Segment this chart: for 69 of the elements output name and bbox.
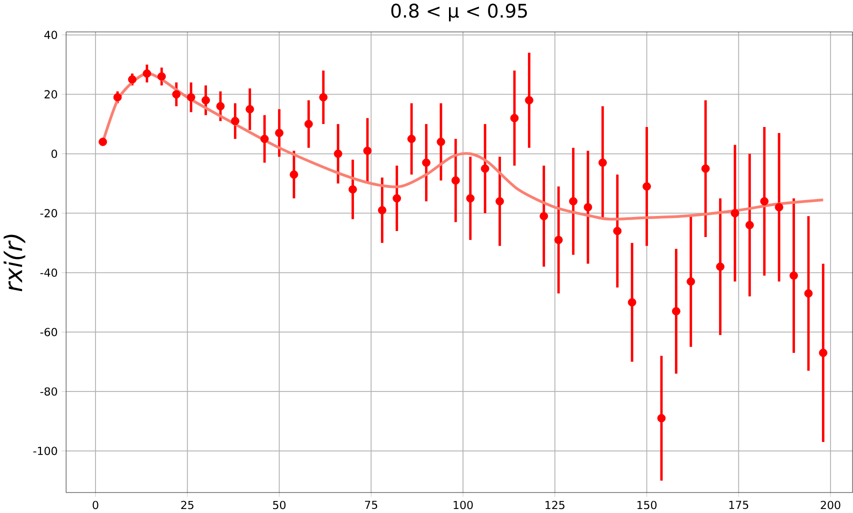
- point: [480, 164, 490, 173]
- point: [540, 212, 548, 220]
- point: [628, 298, 636, 307]
- point: [790, 271, 798, 280]
- point: [142, 69, 152, 78]
- point: [304, 120, 313, 128]
- x-tick-label: 50: [273, 500, 286, 510]
- point: [569, 197, 578, 206]
- point: [157, 72, 166, 81]
- point: [642, 182, 651, 191]
- point: [584, 203, 592, 212]
- y-tick-label: -60: [40, 328, 58, 336]
- y-tick-label: 40: [44, 30, 58, 40]
- x-tick-label: 200: [820, 500, 840, 510]
- point: [334, 150, 342, 158]
- point: [554, 236, 563, 244]
- point: [363, 146, 372, 156]
- x-tick-label: 100: [454, 500, 473, 510]
- point: [422, 158, 430, 167]
- point: [730, 209, 740, 218]
- y-tick-label: 0: [52, 150, 58, 158]
- point: [451, 176, 460, 185]
- point: [128, 75, 136, 84]
- point: [216, 102, 225, 110]
- x-tick-label: 75: [365, 500, 378, 510]
- point: [407, 134, 416, 144]
- x-tick-label: 25: [181, 500, 194, 510]
- point: [348, 185, 357, 194]
- point: [186, 93, 196, 102]
- point: [818, 348, 828, 358]
- point: [701, 164, 710, 173]
- point: [510, 114, 519, 122]
- point: [113, 93, 122, 102]
- point: [672, 307, 680, 316]
- point: [804, 289, 813, 298]
- chart-title: 0.8 < μ < 0.95: [391, 4, 527, 22]
- point: [230, 116, 240, 126]
- y-tick-label: -20: [40, 209, 58, 218]
- x-tick-label: 125: [546, 500, 564, 510]
- y-tick-label: -40: [40, 268, 58, 277]
- point: [613, 226, 622, 236]
- point: [202, 96, 210, 105]
- point: [98, 138, 108, 146]
- point: [760, 197, 769, 206]
- point: [466, 194, 475, 203]
- point: [246, 105, 254, 114]
- y-axis-title: rxi(r): [4, 234, 26, 292]
- point: [319, 93, 328, 102]
- point: [378, 206, 386, 214]
- point: [686, 277, 696, 286]
- point: [496, 197, 504, 206]
- point: [392, 194, 402, 203]
- x-tick-label: 175: [729, 500, 748, 510]
- point: [598, 158, 607, 167]
- x-tick-label: 150: [637, 500, 657, 510]
- y-tick-label: -80: [40, 387, 58, 396]
- point: [716, 262, 724, 271]
- x-tick-label: 0: [92, 500, 98, 510]
- point: [524, 96, 534, 105]
- point: [275, 128, 284, 138]
- y-tick-label: 20: [44, 90, 58, 99]
- point: [260, 134, 269, 144]
- point: [290, 170, 298, 179]
- point: [172, 90, 181, 99]
- point: [657, 414, 666, 422]
- point: [774, 203, 784, 212]
- point: [745, 220, 754, 230]
- point: [436, 138, 446, 146]
- y-tick-label: -100: [33, 446, 58, 456]
